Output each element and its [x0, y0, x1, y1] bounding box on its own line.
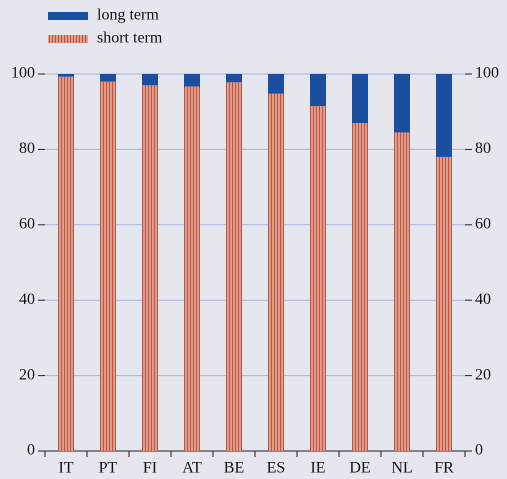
legend-swatch	[48, 12, 88, 20]
bar-segment	[436, 156, 452, 451]
x-tick-label: AT	[182, 460, 202, 477]
y2-tick-label: 0	[475, 442, 483, 459]
bar-segment	[58, 76, 74, 451]
legend-swatch	[48, 35, 88, 43]
legend-label: short term	[97, 30, 163, 47]
bar-segment	[268, 93, 284, 451]
bar-segment	[142, 85, 158, 451]
y-tick-label: 100	[11, 65, 35, 82]
y2-tick-label: 40	[475, 291, 491, 308]
y2-tick-label: 100	[475, 65, 499, 82]
x-tick-label: FR	[434, 460, 454, 477]
x-tick-label: PT	[99, 460, 118, 477]
bar-segment	[58, 74, 74, 77]
bar-segment	[226, 74, 242, 83]
bar-segment	[184, 74, 200, 87]
bar-segment	[310, 106, 326, 452]
bar-segment	[100, 74, 116, 82]
bar-segment	[352, 74, 368, 124]
bar-segment	[142, 74, 158, 86]
legend-label: long term	[97, 7, 159, 24]
y-tick-label: 20	[19, 366, 35, 383]
bar-segment	[394, 132, 410, 451]
y-tick-label: 0	[27, 442, 35, 459]
y-tick-label: 60	[19, 215, 35, 232]
x-tick-label: IE	[310, 460, 325, 477]
x-tick-label: ES	[267, 460, 286, 477]
bar-segment	[394, 74, 410, 133]
x-tick-label: DE	[349, 460, 370, 477]
bar-segment	[436, 74, 452, 157]
bar-segment	[100, 81, 116, 451]
bar-segment	[310, 74, 326, 107]
bar-segment	[352, 123, 368, 451]
x-tick-label: FI	[143, 460, 157, 477]
y2-tick-label: 80	[475, 140, 491, 157]
y2-tick-label: 60	[475, 215, 491, 232]
legend: long term short term	[48, 7, 163, 47]
y-tick-label: 80	[19, 140, 35, 157]
bar-segment	[226, 82, 242, 451]
y2-tick-label: 20	[475, 366, 491, 383]
x-tick-label: BE	[224, 460, 244, 477]
bar-segment	[184, 86, 200, 451]
x-tick-label: IT	[58, 460, 73, 477]
y-tick-label: 40	[19, 291, 35, 308]
bar-segment	[268, 74, 284, 94]
x-tick-label: NL	[391, 460, 412, 477]
